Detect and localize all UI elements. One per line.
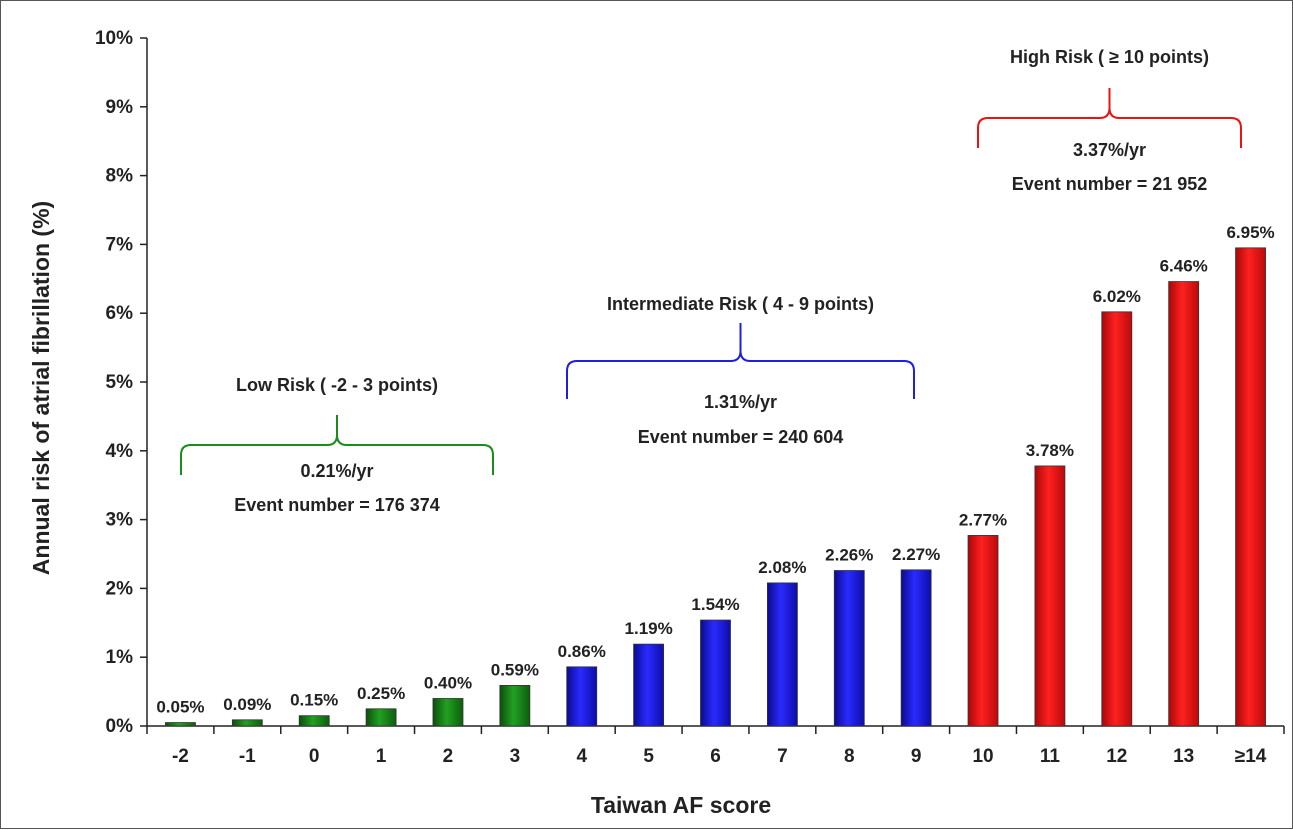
group-rate: 1.31%/yr bbox=[704, 392, 777, 412]
group-label: High Risk ( ≥ 10 points) bbox=[1010, 47, 1209, 67]
data-label: 0.09% bbox=[223, 695, 271, 714]
x-tick-label: 2 bbox=[443, 746, 454, 767]
bar-10 bbox=[967, 535, 999, 727]
axes: 0%1%2%3%4%5%6%7%8%9%10%-2 -1 0 1 2 3 4 5 6 7 8 9 10 1… bbox=[95, 28, 1285, 767]
group-events: Event number = 21 952 bbox=[1012, 174, 1208, 194]
y-tick-label: 7% bbox=[106, 234, 134, 255]
data-label: 0.40% bbox=[424, 673, 472, 692]
group-rate: 0.21%/yr bbox=[300, 461, 373, 481]
y-tick-label: 3% bbox=[106, 510, 134, 531]
data-label: 6.02% bbox=[1093, 287, 1141, 306]
y-tick-label: 10% bbox=[95, 28, 133, 49]
x-tick-label: 0 bbox=[309, 746, 320, 767]
y-tick-label: 6% bbox=[106, 303, 134, 324]
bar-0 bbox=[298, 715, 330, 727]
x-tick-label: ≥14 bbox=[1235, 746, 1267, 767]
x-axis-title: Taiwan AF score bbox=[591, 792, 771, 818]
x-tick-label: 4 bbox=[576, 746, 587, 767]
x-tick-label: 1 bbox=[376, 746, 387, 767]
bar-4 bbox=[566, 666, 598, 727]
brace-2 bbox=[977, 88, 1242, 148]
x-tick-label: 9 bbox=[911, 746, 922, 767]
data-label: 0.05% bbox=[156, 698, 204, 717]
x-tick-label: 7 bbox=[777, 746, 788, 767]
data-label: 3.78% bbox=[1026, 441, 1074, 460]
data-label: 6.95% bbox=[1226, 223, 1274, 242]
group-events: Event number = 176 374 bbox=[234, 495, 440, 515]
x-tick-label: 11 bbox=[1040, 746, 1061, 767]
data-label: 2.08% bbox=[758, 558, 806, 577]
data-label: 1.54% bbox=[691, 595, 739, 614]
data-label: 2.26% bbox=[825, 546, 873, 565]
bars bbox=[165, 247, 1266, 727]
x-tick-label: 6 bbox=[710, 746, 721, 767]
bar-6 bbox=[700, 619, 731, 727]
group-label: Intermediate Risk ( 4 - 9 points) bbox=[607, 294, 874, 314]
y-axis-title: Annual risk of atrial fibrillation (%) bbox=[28, 201, 54, 575]
x-tick-label: -1 bbox=[239, 746, 256, 767]
y-tick-label: 1% bbox=[106, 647, 134, 668]
group-rate: 3.37%/yr bbox=[1073, 140, 1146, 160]
group-annotations: Low Risk ( -2 - 3 points) 0.21%/yr Event n… bbox=[180, 47, 1242, 515]
bar-13 bbox=[1168, 281, 1200, 727]
y-tick-label: 5% bbox=[106, 372, 134, 393]
data-label: 0.86% bbox=[558, 642, 606, 661]
group-events: Event number = 240 604 bbox=[638, 427, 844, 447]
x-tick-label: 13 bbox=[1173, 746, 1194, 767]
y-tick-label: 0% bbox=[106, 716, 134, 737]
y-tick-label: 8% bbox=[106, 166, 134, 187]
bar-5 bbox=[633, 643, 665, 727]
x-tick-label: -2 bbox=[172, 746, 189, 767]
brace-1 bbox=[566, 323, 915, 399]
data-label: 2.77% bbox=[959, 510, 1007, 529]
x-tick-label: 3 bbox=[510, 746, 521, 767]
bar-8 bbox=[833, 570, 865, 727]
y-tick-label: 4% bbox=[106, 441, 134, 462]
bar-1 bbox=[365, 708, 397, 727]
data-labels: 0.05% 0.09% 0.15% 0.25% 0.40% 0.59% 0.86% 1.19%… bbox=[156, 223, 1274, 717]
bar-9 bbox=[900, 569, 932, 727]
data-label: 2.27% bbox=[892, 545, 940, 564]
bar-2 bbox=[432, 698, 464, 727]
bar-≥14 bbox=[1235, 247, 1266, 727]
y-tick-label: 2% bbox=[106, 578, 134, 599]
bar-7 bbox=[766, 582, 798, 727]
bar--2 bbox=[165, 722, 196, 727]
data-label: 0.59% bbox=[491, 660, 539, 679]
bar-12 bbox=[1101, 311, 1133, 727]
brace-0 bbox=[180, 415, 494, 475]
x-tick-label: 8 bbox=[844, 746, 855, 767]
x-tick-label: 12 bbox=[1106, 746, 1127, 767]
y-tick-label: 9% bbox=[106, 97, 134, 118]
x-tick-label: 5 bbox=[643, 746, 654, 767]
data-label: 0.15% bbox=[290, 691, 338, 710]
data-label: 0.25% bbox=[357, 684, 405, 703]
data-label: 6.46% bbox=[1160, 257, 1208, 276]
data-label: 1.19% bbox=[625, 619, 673, 638]
group-label: Low Risk ( -2 - 3 points) bbox=[236, 375, 438, 395]
bar--1 bbox=[231, 719, 263, 727]
bar-3 bbox=[499, 685, 531, 727]
bar-11 bbox=[1034, 465, 1066, 727]
x-tick-label: 10 bbox=[972, 746, 993, 767]
